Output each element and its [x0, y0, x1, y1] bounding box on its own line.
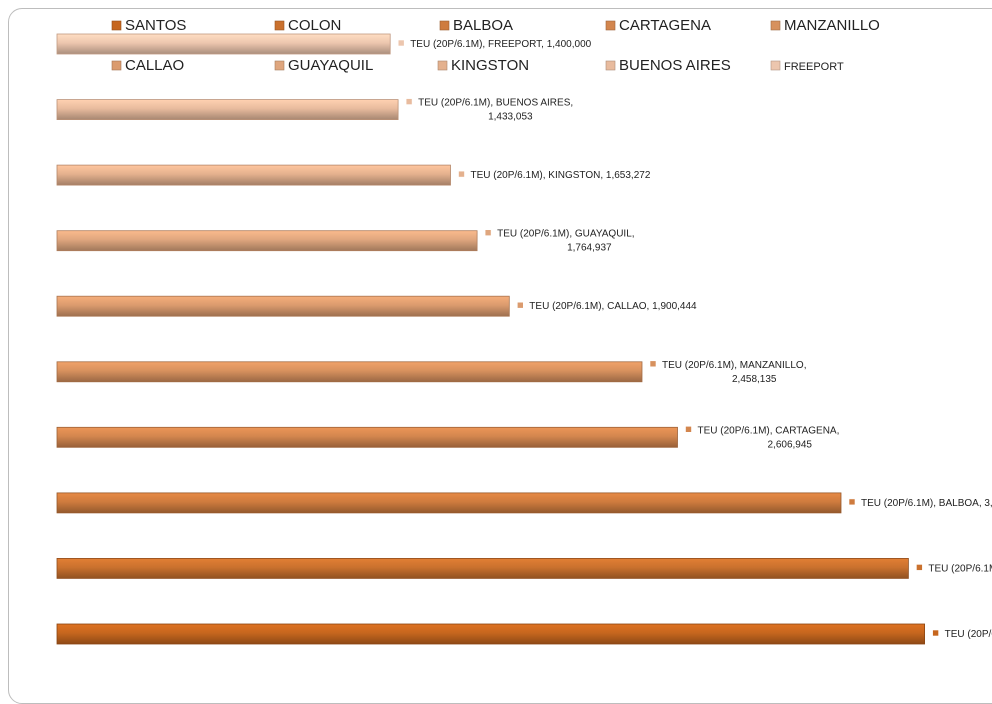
legend-swatch-callao [111, 60, 122, 71]
label-marker-freeport [397, 39, 405, 47]
legend-swatch-balboa [439, 20, 450, 31]
label-marker-buenos-aires [405, 98, 413, 105]
data-label-balboa: TEU (20P/6.1M), BALBOA, 3,294,11 [861, 498, 992, 509]
data-label-colon: TEU (20P/6.1M), COLON, 3,577,42 [928, 563, 992, 574]
legend-label-callao: CALLAO [125, 57, 184, 74]
bar-guayaquil [56, 230, 478, 252]
legend-swatch-manzanillo [770, 20, 781, 31]
bar-callao [56, 295, 510, 317]
legend-label-freeport: FREEPORT [784, 61, 844, 73]
bar-freeport [56, 33, 391, 55]
label-marker-cartagena [685, 425, 692, 433]
label-marker-balboa [848, 498, 856, 506]
data-label-santos: TEU (20P/6.1M), SANTOS, 3,645,44 [945, 629, 992, 640]
bars-group [56, 33, 925, 645]
bar-kingston [56, 164, 451, 186]
bar-santos [56, 623, 925, 645]
legend: SANTOS COLON BALBOA CARTAGENA MANZANILLO CALL… [111, 17, 880, 74]
bar-manzanillo [56, 361, 643, 383]
label-marker-santos [932, 629, 939, 637]
bar-balboa [56, 492, 842, 514]
legend-label-kingston: KINGSTON [451, 57, 529, 74]
label-marker-colon [916, 564, 923, 571]
legend-label-santos: SANTOS [125, 17, 186, 34]
data-label-kingston: TEU (20P/6.1M), KINGSTON, 1,653,272 [471, 170, 651, 181]
legend-swatch-santos [111, 20, 122, 31]
legend-swatch-kingston [437, 60, 448, 71]
label-marker-manzanillo [649, 360, 657, 368]
legend-label-guayaquil: GUAYAQUIL [288, 57, 373, 74]
data-label-cartagena: TEU (20P/6.1M), CARTAGENA, 2,606,945 [698, 425, 840, 450]
legend-label-balboa: BALBOA [453, 17, 513, 34]
legend-swatch-cartagena [605, 20, 616, 31]
data-label-manzanillo: TEU (20P/6.1M), MANZANILLO, 2,458,135 [662, 360, 806, 385]
label-marker-kingston [458, 170, 465, 178]
data-label-buenos-aires: TEU (20P/6.1M), BUENOS AIRES, 1,433,053 [418, 98, 573, 123]
legend-label-manzanillo: MANZANILLO [784, 17, 880, 34]
legend-label-cartagena: CARTAGENA [619, 17, 711, 34]
legend-swatch-freeport [770, 60, 781, 71]
label-marker-callao [516, 301, 524, 309]
legend-swatch-guayaquil [274, 60, 285, 71]
legend-label-buenos-aires: BUENOS AIRES [619, 57, 731, 74]
bar-buenos-aires [56, 99, 399, 120]
legend-swatch-colon [274, 20, 285, 31]
data-label-guayaquil: TEU (20P/6.1M), GUAYAQUIL, 1,764,937 [497, 229, 634, 254]
bar-colon [56, 558, 909, 579]
bar-cartagena [56, 426, 678, 448]
data-label-callao: TEU (20P/6.1M), CALLAO, 1,900,444 [529, 301, 697, 312]
legend-swatch-buenos-aires [605, 60, 616, 71]
data-labels-group: TEU (20P/6.1M), SANTOS, 3,645,44 TEU (20P… [397, 39, 992, 640]
label-marker-guayaquil [484, 229, 492, 236]
legend-label-colon: COLON [288, 17, 341, 34]
data-label-freeport: TEU (20P/6.1M), FREEPORT, 1,400,000 [410, 39, 591, 50]
